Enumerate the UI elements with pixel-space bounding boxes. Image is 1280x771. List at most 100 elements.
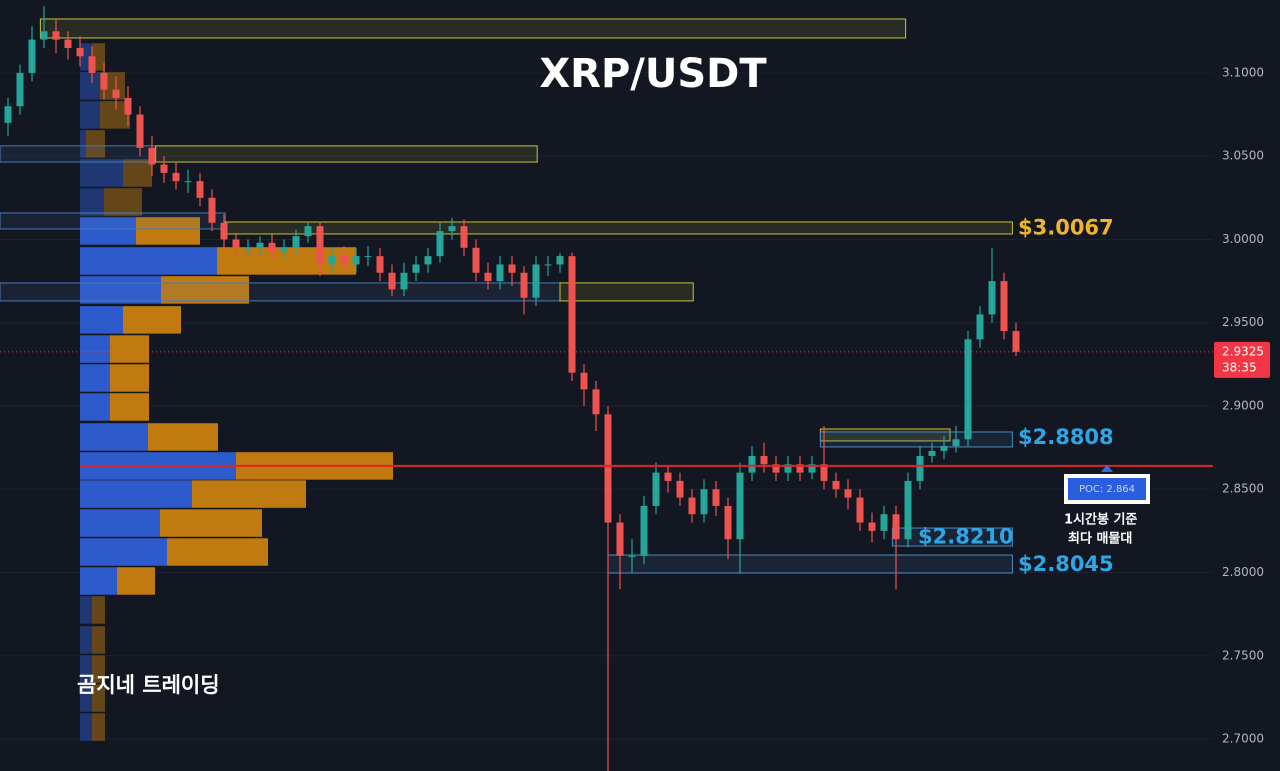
price-tag-countdown: 38:35: [1222, 360, 1257, 374]
price-label: $2.8808: [1018, 425, 1114, 449]
candle-body: [136, 114, 144, 148]
candle-body: [712, 489, 720, 506]
candle-body: [424, 256, 432, 265]
profile-buy: [80, 626, 92, 654]
candle-body: [76, 47, 84, 57]
poc-arrow: [1101, 464, 1113, 472]
y-tick-label: 2.7500: [1222, 648, 1264, 662]
candle-body: [304, 226, 312, 237]
candle-body: [40, 31, 48, 40]
candle-body: [388, 272, 396, 290]
candle-body: [184, 181, 192, 183]
profile-buy: [80, 364, 110, 392]
candle-body: [736, 472, 744, 540]
price-zone: [0, 282, 561, 302]
price-zone: [819, 431, 1013, 448]
profile-buy: [80, 655, 92, 683]
candle-body: [820, 464, 828, 481]
annotation: 1시간봉 기준: [1064, 512, 1137, 528]
candle-body: [628, 555, 636, 557]
profile-sell: [92, 713, 105, 741]
y-tick-label: 3.0000: [1222, 232, 1264, 246]
candle-body: [556, 256, 564, 265]
profile-buy: [80, 393, 110, 421]
candle-body: [784, 464, 792, 473]
profile-buy: [80, 188, 104, 216]
candle-body: [808, 464, 816, 473]
profile-buy: [80, 276, 161, 304]
price-zone: [0, 145, 157, 163]
profile-sell: [161, 276, 249, 304]
profile-sell: [110, 335, 149, 363]
candle-body: [376, 256, 384, 273]
profile-sell: [117, 567, 155, 595]
candle-body: [640, 505, 648, 556]
profile-buy: [80, 335, 110, 363]
candle-body: [256, 242, 264, 248]
profile-buy: [80, 567, 117, 595]
candle-body: [484, 272, 492, 282]
candle-body: [664, 472, 672, 481]
candle-body: [112, 89, 120, 98]
candle-body: [472, 247, 480, 273]
candle-body: [604, 414, 612, 523]
candle-body: [244, 247, 252, 249]
poc-box: [1068, 478, 1146, 500]
candle-body: [148, 147, 156, 165]
chart-title: XRP/USDT: [539, 51, 767, 97]
candle-body: [352, 256, 360, 265]
y-tick-label: 2.7000: [1222, 732, 1264, 746]
profile-buy: [80, 217, 136, 245]
profile-buy: [80, 684, 92, 712]
profile-buy: [80, 130, 86, 158]
candle-body: [844, 489, 852, 498]
candle-body: [676, 480, 684, 498]
candle-body: [904, 480, 912, 540]
profile-buy: [80, 480, 192, 508]
price-label: $2.8210: [918, 525, 1014, 549]
profile-buy: [80, 101, 100, 129]
volume-profile: [80, 43, 393, 741]
candle-body: [520, 272, 528, 298]
candle-body: [976, 314, 984, 340]
candle-body: [364, 256, 372, 258]
candle-body: [832, 480, 840, 490]
candle-body: [964, 339, 972, 440]
candle-body: [448, 226, 456, 232]
candle-body: [328, 256, 336, 265]
candle-body: [208, 197, 216, 223]
candle-body: [616, 522, 624, 556]
candle-body: [880, 514, 888, 531]
candles: [4, 6, 1020, 771]
profile-sell: [92, 684, 105, 712]
candle-body: [868, 522, 876, 531]
profile-buy: [80, 509, 160, 537]
candle-body: [544, 264, 552, 266]
candle-body: [52, 31, 60, 40]
profile-sell: [104, 188, 142, 216]
candle-body: [292, 236, 300, 248]
candle-body: [856, 497, 864, 523]
candle-body: [916, 455, 924, 481]
profile-sell: [123, 159, 152, 187]
price-zone: [39, 18, 907, 39]
candle-body: [796, 464, 804, 473]
price-zone: [0, 212, 226, 230]
profile-buy: [80, 423, 148, 451]
candle-body: [88, 56, 96, 73]
candle-body: [172, 172, 180, 182]
candle-body: [508, 264, 516, 273]
candle-body: [124, 97, 132, 115]
profile-sell: [123, 306, 181, 334]
candle-body: [940, 445, 948, 451]
candle-body: [688, 497, 696, 515]
profile-buy: [80, 596, 92, 624]
candle-body: [460, 226, 468, 248]
price-tag: [1214, 341, 1270, 378]
profile-sell: [148, 423, 218, 451]
candle-body: [436, 231, 444, 257]
